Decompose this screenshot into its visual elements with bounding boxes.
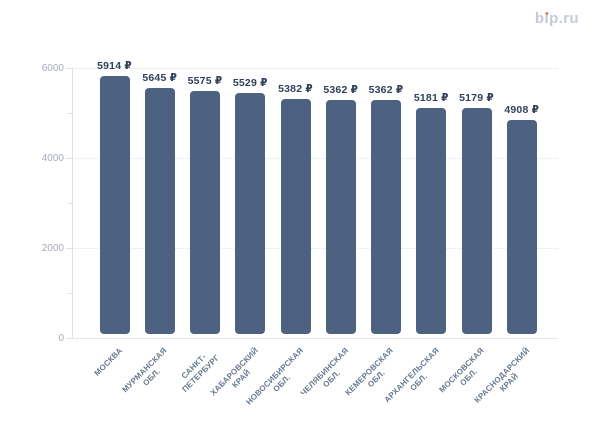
y-axis-major-tick [66,338,72,339]
logo-text: b [534,10,545,27]
bar[interactable] [144,87,175,334]
bar-value-label: 4908 ₽ [504,103,540,116]
y-axis-line [72,68,73,338]
y-axis-tick-label: 0 [58,333,64,344]
bar[interactable] [371,99,401,334]
x-axis-label: МУРМАНСКАЯ ОБЛ. [121,346,178,403]
bar[interactable] [235,92,266,334]
bar-value-label: 5362 ₽ [368,83,404,96]
bar-value-label: 5529 ₽ [232,76,268,89]
bar-value-label: 5645 ₽ [142,71,178,84]
bar-value-label: 5362 ₽ [323,83,359,96]
bar-value-label: 5179 ₽ [459,91,494,104]
y-axis-major-tick [66,248,72,249]
y-axis-tick-label: 4000 [41,153,64,164]
logo-i-dot-icon [545,11,549,15]
bip-ru-logo[interactable]: bı p.ru [535,10,579,27]
y-axis-minor-tick [68,203,72,204]
bar[interactable] [280,98,311,334]
bar[interactable] [190,90,220,334]
y-axis-minor-tick [68,293,72,294]
bar[interactable] [416,107,447,334]
y-axis-minor-tick [68,113,72,114]
y-axis-tick-label: 6000 [41,63,64,74]
x-axis-label-line: МОСКВА [92,346,124,378]
gridline [72,68,558,69]
y-axis-tick-label: 2000 [41,243,64,254]
bar[interactable] [506,119,537,334]
y-axis-major-tick [66,68,72,69]
x-axis-line [72,338,558,339]
bar-value-label: 5575 ₽ [187,74,223,87]
gridline [72,248,558,249]
bar-value-label: 5914 ₽ [97,59,132,72]
x-axis-label: МОСКВА [92,346,125,379]
bar-value-label: 5181 ₽ [413,91,449,104]
y-axis-major-tick [66,158,72,159]
bar[interactable] [325,99,356,334]
bar[interactable] [99,75,130,334]
logo-text: p.ru [549,10,579,27]
logo-letter-i: ı [544,10,550,27]
bar-value-label: 5382 ₽ [278,82,313,95]
bar[interactable] [461,107,492,334]
gridline [72,158,558,159]
